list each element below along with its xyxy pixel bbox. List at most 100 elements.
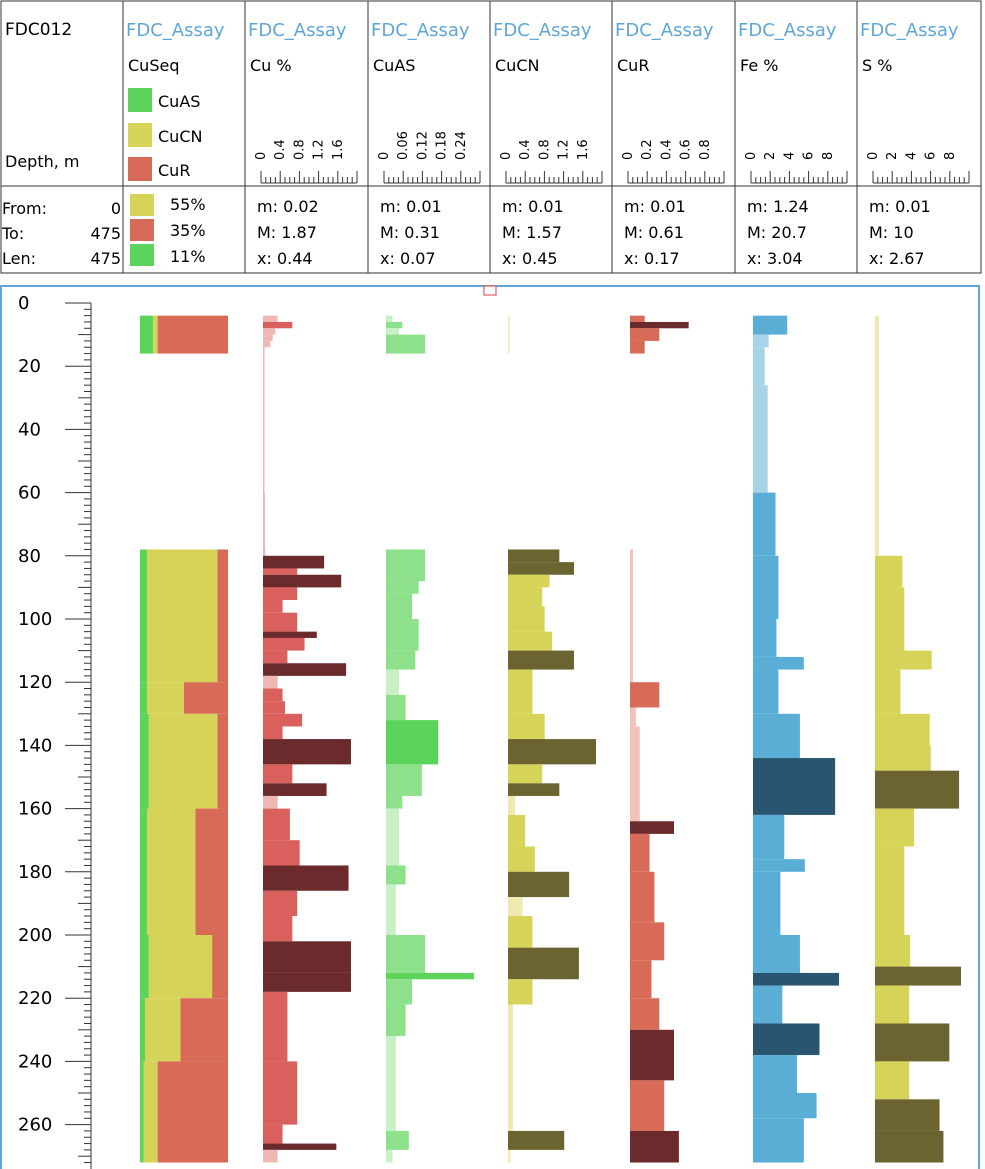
cuseq-cucn-segment <box>153 315 158 354</box>
depth-tick-label: 260 <box>18 1115 52 1136</box>
cuseq-cucn-segment <box>147 682 184 714</box>
assay-bar <box>263 663 347 676</box>
assay-bar <box>263 347 265 493</box>
assay-bar <box>875 669 901 714</box>
column-header: FDC_Assay CuCN 0 0.4 0.8 1.2 1.6 m: 0.01 M: 1.57… <box>493 20 603 268</box>
hole-id: FDC012 <box>5 20 72 40</box>
assay-bar <box>386 795 403 809</box>
assay-bar <box>263 587 298 601</box>
column-mean: x: 0.17 <box>624 249 680 268</box>
assay-bar <box>508 916 533 948</box>
assay-bar <box>508 574 550 588</box>
scale-tick-label: 0.8 <box>698 139 713 160</box>
column-min: m: 0.02 <box>257 197 319 216</box>
column-name: CuAS <box>373 56 415 75</box>
column-max: M: 1.57 <box>502 223 562 242</box>
summary-swatch <box>130 219 154 241</box>
column-source: FDC_Assay <box>615 20 714 41</box>
assay-bar <box>508 562 574 575</box>
scale-tick-label: 2 <box>885 152 900 160</box>
assay-bar <box>263 328 276 335</box>
column-min: m: 0.01 <box>869 197 931 216</box>
cuseq-cuas-segment <box>140 549 148 683</box>
assay-bar <box>875 985 910 1024</box>
assay-bar <box>263 574 342 588</box>
assay-bar <box>508 871 570 898</box>
assay-bar <box>263 865 349 891</box>
scale-tick-label: 6 <box>802 152 817 160</box>
cur-legend-swatch <box>128 157 152 181</box>
assay-bar <box>263 568 298 575</box>
assay-bar <box>508 846 535 872</box>
assay-bar <box>508 315 510 354</box>
assay-bar <box>630 328 660 341</box>
assay-bar <box>386 720 439 765</box>
summary-pct: 55% <box>170 195 206 214</box>
column-name: S % <box>862 56 892 75</box>
cuseq-cur-segment <box>217 549 228 683</box>
summary-swatch <box>130 244 154 266</box>
assay-bar <box>508 947 579 980</box>
assay-bar <box>753 814 785 860</box>
cuseq-cur-segment <box>180 998 228 1062</box>
cuseq-cuas-segment <box>140 682 148 714</box>
assay-bar <box>508 549 560 563</box>
scale-tick-label: 1.6 <box>331 139 346 160</box>
depth-tick-label: 120 <box>18 672 52 693</box>
column-max: M: 20.7 <box>747 223 807 242</box>
column-source: FDC_Assay <box>860 20 959 41</box>
column-source: FDC_Assay <box>371 20 470 41</box>
assay-bar <box>875 315 879 556</box>
assay-bar <box>263 916 293 942</box>
assay-bar <box>386 979 413 1005</box>
cuseq-cucn-segment <box>148 713 218 809</box>
cuseq-cuas-segment <box>140 713 149 809</box>
assay-bar <box>263 321 293 329</box>
len-label: Len: <box>2 249 36 268</box>
column-mean: x: 0.45 <box>502 249 558 268</box>
assay-bar <box>263 675 278 689</box>
assay-bar <box>630 726 640 822</box>
cuseq-cur-segment <box>184 682 228 714</box>
assay-bar <box>386 865 406 885</box>
assay-bar <box>630 321 689 329</box>
column-mean: x: 3.04 <box>747 249 803 268</box>
from-label: From: <box>2 199 47 218</box>
cuseq-cucn-segment <box>147 808 196 935</box>
assay-bar <box>875 1130 944 1163</box>
assay-bar <box>753 935 800 973</box>
assay-bar <box>263 1061 298 1125</box>
cuseq-cur-segment <box>157 1061 228 1163</box>
assay-bar <box>753 871 781 935</box>
assay-bar <box>263 612 298 632</box>
cuseq-cucn-segment <box>145 998 181 1062</box>
scale-tick-label: 2 <box>763 152 778 160</box>
assay-bar <box>875 846 905 935</box>
cuseq-cur-segment <box>217 713 228 809</box>
len-value: 475 <box>90 249 121 268</box>
scale-tick-label: 0 <box>621 152 636 160</box>
assay-bar <box>508 795 516 815</box>
assay-bar <box>263 631 317 638</box>
cuseq-cur-segment <box>212 935 228 999</box>
assay-bar <box>875 808 915 847</box>
scale-tick-label: 0.4 <box>659 139 674 160</box>
assay-bar <box>386 328 400 335</box>
strip-log[interactable]: 0 20 40 60 80 100 120 140 160 180 200 220 240 260 <box>0 285 985 1169</box>
cuseq-track <box>140 315 228 1163</box>
assay-bar <box>630 315 645 322</box>
assay-bar <box>508 1004 513 1131</box>
scale-tick-label: 0.12 <box>415 131 430 160</box>
scale-tick-label: 0 <box>254 152 269 160</box>
assay-bar <box>753 315 788 335</box>
assay-bar <box>630 340 645 354</box>
assay-bar <box>386 619 419 651</box>
assay-bar <box>875 935 911 967</box>
depth-tick-label: 40 <box>18 419 41 440</box>
cuseq-cuas-segment <box>140 315 154 354</box>
assay-bar <box>508 1149 511 1163</box>
scroll-marker[interactable] <box>483 285 497 296</box>
assay-bar <box>875 745 931 771</box>
assay-bar <box>753 758 836 815</box>
column-name: Cu % <box>250 56 292 75</box>
